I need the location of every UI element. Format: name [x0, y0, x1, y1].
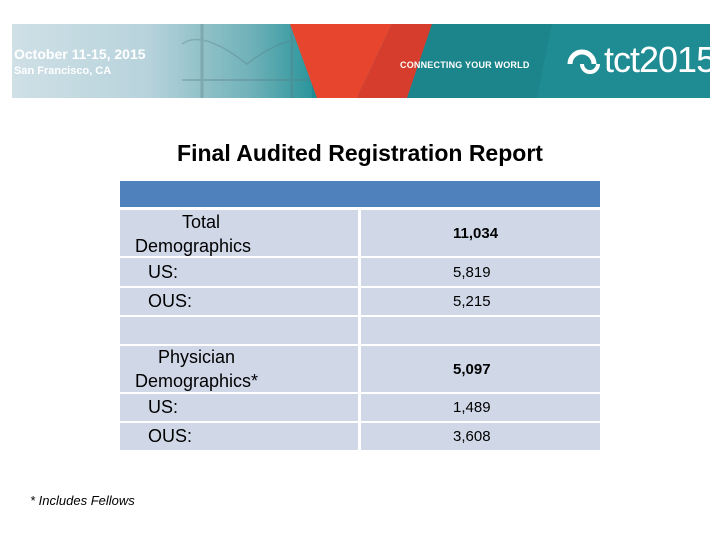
- event-dates: October 11-15, 2015: [14, 46, 146, 62]
- section-heading: Total: [182, 212, 221, 232]
- logo-wordmark: tct2015: [604, 39, 710, 80]
- row-value: 5,215: [453, 293, 491, 310]
- row-value: 1,489: [453, 399, 491, 416]
- table-row: US: 5,819: [120, 258, 600, 286]
- total-value: 5,097: [453, 361, 491, 378]
- row-label: US:: [148, 397, 179, 417]
- table-row: Total Demographics 11,034: [120, 210, 600, 256]
- table-row: OUS: 5,215: [120, 288, 600, 315]
- table-row: [120, 317, 600, 344]
- table-header: [120, 181, 600, 207]
- section-heading: Demographics: [135, 236, 252, 256]
- row-value: 3,608: [453, 428, 491, 445]
- banner-tagline: CONNECTING YOUR WORLD: [400, 60, 530, 70]
- row-label: US:: [148, 262, 179, 282]
- event-banner: October 11-15, 2015 San Francisco, CA CO…: [12, 24, 710, 98]
- report-title: Final Audited Registration Report: [177, 140, 543, 166]
- row-label: OUS:: [148, 426, 193, 446]
- tct-logo-icon: [567, 49, 600, 74]
- footnote: * Includes Fellows: [30, 493, 135, 508]
- section-heading: Physician: [158, 347, 236, 367]
- total-value: 11,034: [453, 225, 499, 242]
- banner-graphic: [290, 24, 552, 98]
- banner-photo: [12, 24, 312, 98]
- row-value: 5,819: [453, 264, 491, 281]
- event-city: San Francisco, CA: [14, 65, 112, 77]
- table-row: OUS: 3,608: [120, 423, 600, 450]
- row-label: OUS:: [148, 291, 193, 311]
- table-row: US: 1,489: [120, 394, 600, 421]
- section-heading: Demographics*: [135, 371, 259, 391]
- table-row: Physician Demographics* 5,097: [120, 346, 600, 392]
